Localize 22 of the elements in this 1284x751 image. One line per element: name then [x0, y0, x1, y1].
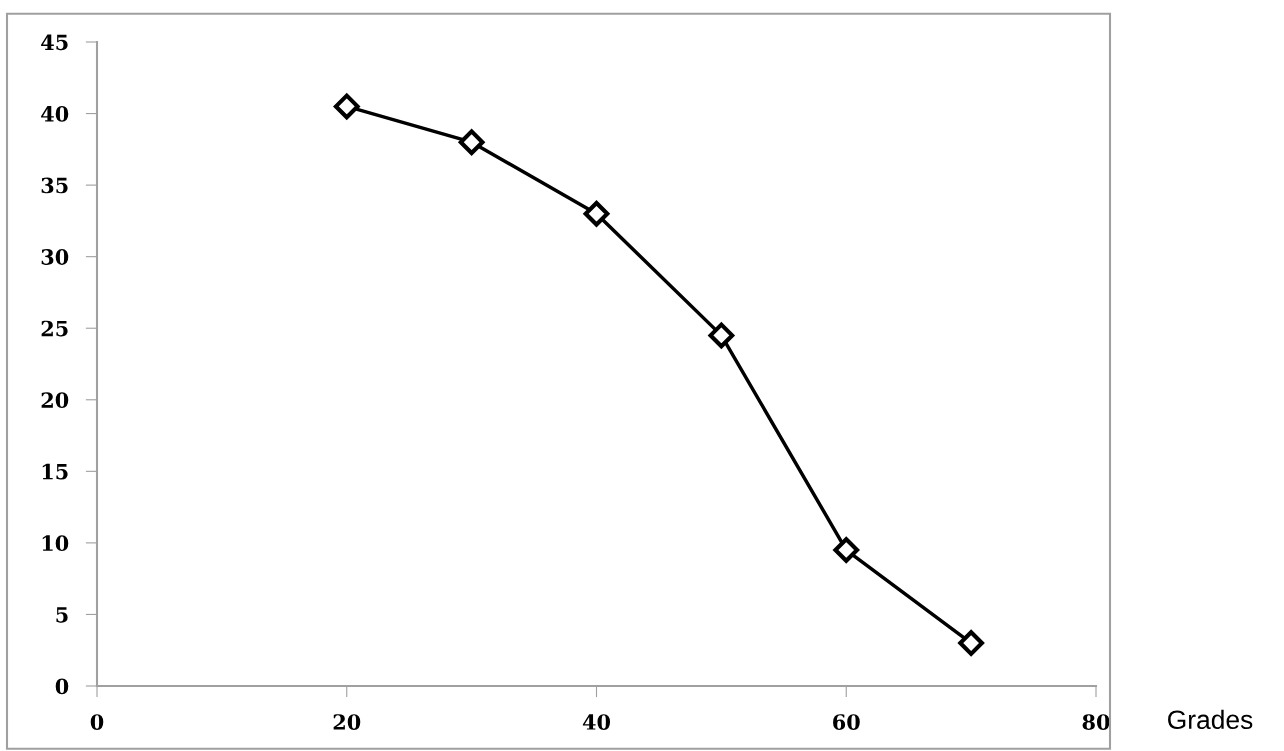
point	[583, 200, 610, 227]
y-tick-label: 0	[55, 678, 69, 695]
x-tick-label: 20	[333, 714, 361, 730]
y-tick-label: 10	[42, 535, 69, 552]
x-tick-label: 80	[1082, 714, 1110, 730]
y-tick-label: 30	[41, 249, 69, 265]
y-tick-label: 25	[41, 320, 68, 337]
y-tick-label: 5	[56, 607, 68, 623]
point	[458, 129, 485, 156]
point	[333, 93, 360, 120]
x-tick-label: 0	[90, 714, 104, 730]
y-tick-label: 45	[41, 34, 68, 51]
x-tick-label: 40	[582, 714, 611, 730]
y-tick-label: 35	[41, 177, 68, 194]
y-tick-label: 15	[42, 463, 68, 480]
point	[833, 537, 860, 563]
y-tick-label: 40	[41, 106, 69, 122]
x-tick-label: 60	[833, 714, 860, 730]
point	[708, 322, 735, 349]
y-tick-label: 20	[41, 392, 69, 408]
point	[958, 630, 985, 656]
x-axis-title: Grades	[1168, 709, 1253, 730]
